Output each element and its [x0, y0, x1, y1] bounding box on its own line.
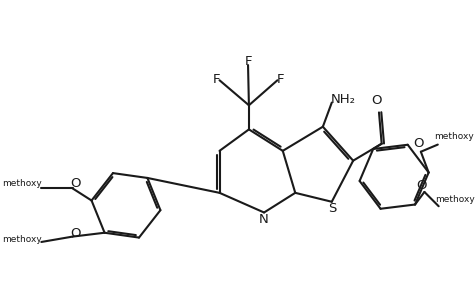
Text: O: O [416, 179, 427, 192]
Text: methoxy: methoxy [2, 179, 42, 188]
Text: F: F [213, 73, 220, 86]
Text: methoxy: methoxy [2, 235, 42, 244]
Text: methoxy: methoxy [434, 132, 474, 141]
Text: S: S [328, 202, 337, 216]
Text: F: F [244, 55, 252, 68]
Text: F: F [277, 73, 284, 86]
Text: NH₂: NH₂ [331, 93, 356, 106]
Text: methoxy: methoxy [435, 195, 475, 204]
Text: O: O [413, 137, 424, 150]
Text: O: O [70, 177, 80, 190]
Text: O: O [70, 227, 80, 239]
Text: O: O [371, 94, 382, 107]
Text: N: N [259, 213, 269, 226]
